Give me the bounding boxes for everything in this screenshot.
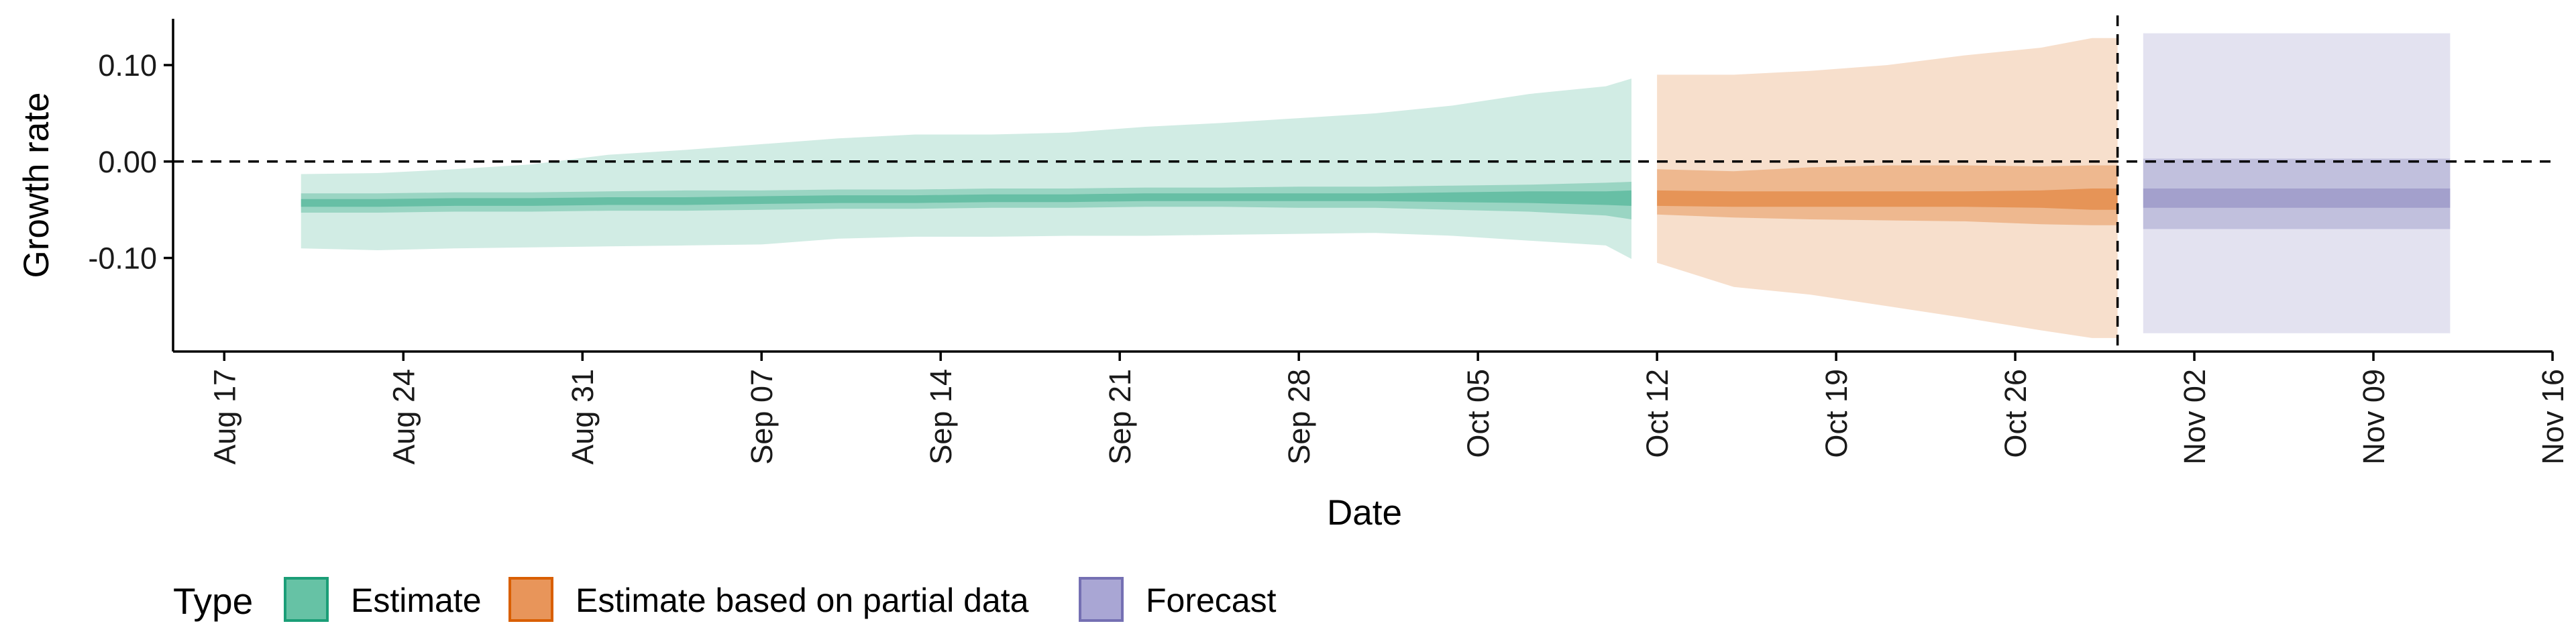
series-0-bands: [301, 78, 1632, 259]
series-2-outer-band: [2143, 33, 2451, 333]
x-tick-label: Sep 14: [924, 369, 958, 465]
x-tick-label: Nov 09: [2357, 369, 2391, 465]
y-tick-label: 0.00: [98, 145, 157, 179]
legend-label: Forecast: [1146, 582, 1277, 619]
x-tick-label: Nov 02: [2178, 369, 2212, 465]
x-tick-label: Sep 21: [1103, 369, 1137, 465]
series-1-outer-band: [1657, 38, 2118, 338]
y-tick-label: 0.10: [98, 48, 157, 83]
legend-label: Estimate: [351, 582, 482, 619]
x-tick-label: Oct 12: [1640, 369, 1674, 458]
y-axis-title: Growth rate: [17, 93, 56, 278]
series-1-inner-band: [1657, 189, 2118, 210]
y-tick-label: -0.10: [88, 241, 157, 276]
x-tick-label: Aug 31: [566, 369, 600, 465]
axes: 0.10 0.00 -0.10 Aug 17 Aug 24 Aug 31 Sep 07 Se…: [88, 19, 2570, 465]
series-1-mid-band: [1657, 165, 2118, 225]
x-tick-label: Oct 19: [1819, 369, 1854, 458]
credible-interval-bands: [301, 33, 2451, 338]
x-tick-label: Sep 28: [1282, 369, 1316, 465]
legend-key-0: [284, 577, 329, 622]
series-2-bands: [2143, 33, 2451, 333]
x-tick-label: Aug 24: [386, 369, 421, 465]
x-axis-ticks: Aug 17 Aug 24 Aug 31 Sep 07 Sep 14 Sep 21 Sep …: [207, 352, 2570, 465]
legend-title: Type: [173, 580, 253, 622]
legend-label: Estimate based on partial data: [576, 582, 1029, 619]
x-axis-title: Date: [1327, 493, 1402, 533]
series-2-inner-band: [2143, 189, 2451, 208]
x-tick-label: Oct 05: [1461, 369, 1495, 458]
y-axis-ticks: 0.10 0.00 -0.10: [88, 48, 173, 276]
reference-lines: [173, 15, 2553, 352]
series-0-outer-band: [301, 78, 1632, 259]
legend-key-2: [1079, 577, 1124, 622]
x-tick-label: Nov 16: [2536, 369, 2570, 465]
series-1-bands: [1657, 38, 2118, 338]
series-0-mid-band: [301, 182, 1632, 219]
legend-key-1: [508, 577, 553, 622]
x-tick-label: Sep 07: [745, 369, 779, 465]
series-2-mid-band: [2143, 158, 2451, 229]
series-0-inner-band: [301, 190, 1632, 207]
x-tick-label: Aug 17: [207, 369, 241, 465]
legend: Type Estimate Estimate based on partial d…: [173, 577, 1277, 622]
x-tick-label: Oct 26: [1998, 369, 2033, 458]
